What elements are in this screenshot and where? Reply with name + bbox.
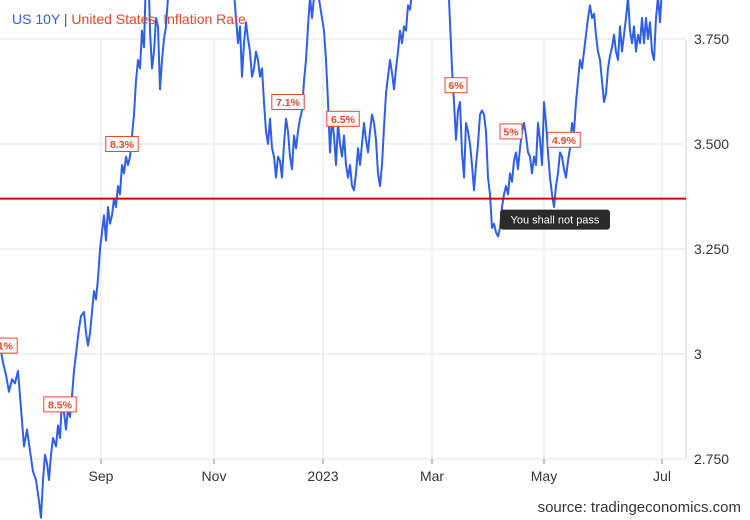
y-tick-label: 3: [694, 346, 702, 362]
annotation-label: 5%: [503, 126, 519, 138]
annotation-label: 8.3%: [110, 139, 135, 151]
annotation-box: [105, 136, 139, 152]
annotation-box: [43, 396, 77, 413]
annotation-box: [547, 131, 581, 148]
y-tick-label: 2.750: [694, 451, 729, 467]
y-tick-label: 3.250: [694, 241, 729, 257]
legend-separator: |: [63, 11, 68, 27]
x-tick-label: Jul: [653, 468, 671, 484]
legend-series-inflation: United States, Inflation Rate: [71, 11, 246, 27]
annotation-label: 6%: [448, 80, 464, 92]
series-line-us10y: [0, 0, 663, 519]
annotation-label: 7.1%: [276, 97, 301, 109]
x-tick-label: Sep: [89, 468, 114, 484]
annotations: 9.1%8.5%8.3%8.2%7.7%7.1%6.5%6.4%6%5%4.9%…: [0, 77, 581, 413]
x-tick-label: 2023: [307, 468, 338, 484]
threshold-label: You shall not pass: [500, 209, 610, 230]
annotation-label: 9.1%: [0, 341, 14, 353]
annotation-box: [499, 123, 523, 140]
x-tick-label: May: [531, 468, 557, 484]
gridlines: [0, 38, 687, 464]
y-tick-label: 3.750: [694, 31, 729, 47]
annotation-box: [326, 110, 360, 127]
chart-legend: US 10Y | United States, Inflation Rate: [12, 11, 246, 27]
annotation-label: 8.5%: [48, 399, 73, 411]
x-tick-label: Mar: [420, 468, 444, 484]
source-credit: source: tradingeconomics.com: [537, 499, 741, 516]
x-tick-label: Nov: [202, 468, 227, 484]
annotation-box: [444, 77, 468, 94]
annotation-box: [271, 94, 305, 110]
threshold-label-text: You shall not pass: [511, 215, 600, 227]
x-axis: Sep Nov 2023 Mar May Jul: [89, 468, 671, 484]
y-tick-label: 3.500: [694, 136, 729, 152]
annotation-box: [0, 337, 18, 354]
threshold-label-box: [500, 209, 610, 230]
annotation-label: 6.5%: [331, 114, 356, 126]
annotation-label: 4.9%: [552, 135, 577, 147]
legend-series-us10y: US 10Y: [12, 11, 60, 27]
